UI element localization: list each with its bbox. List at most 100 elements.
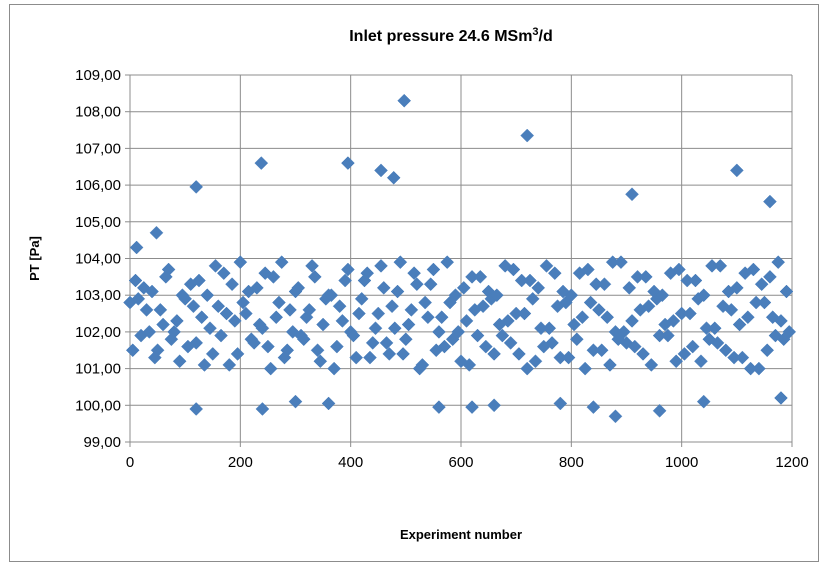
x-tick-label: 1000 <box>665 454 698 471</box>
data-point <box>128 273 143 288</box>
data-point <box>170 314 184 328</box>
data-point <box>539 258 554 273</box>
data-point <box>749 295 763 310</box>
data-point <box>164 332 179 347</box>
data-point <box>434 310 449 325</box>
data-point <box>142 325 157 339</box>
data-point <box>627 339 642 354</box>
data-point <box>252 317 267 332</box>
data-point <box>763 194 777 209</box>
data-point <box>305 258 319 273</box>
data-point <box>156 317 170 332</box>
data-point <box>655 288 670 303</box>
chart-title: Inlet pressure 24.6 MSm3/d <box>349 26 553 45</box>
data-point <box>473 269 488 284</box>
data-point <box>263 361 278 376</box>
y-tick-label: 100,00 <box>75 397 121 414</box>
data-point <box>386 170 401 185</box>
data-point <box>192 273 206 288</box>
y-tick-label: 99,00 <box>83 434 121 451</box>
data-point <box>175 288 190 303</box>
data-point <box>241 284 256 299</box>
data-point <box>186 299 201 314</box>
data-point <box>545 336 559 350</box>
data-point <box>661 328 675 343</box>
data-point <box>754 277 769 292</box>
data-point <box>694 354 708 369</box>
y-tick-labels: 99,00 100,00 101,00 102,00 103,00 104,00 105,0… <box>75 67 121 451</box>
data-point <box>575 310 590 325</box>
data-point <box>338 273 353 288</box>
data-point <box>672 262 686 277</box>
data-point <box>729 163 744 178</box>
data-point <box>666 314 681 328</box>
data-point <box>685 339 700 354</box>
x-tick-label: 400 <box>338 454 363 471</box>
data-point <box>669 354 684 369</box>
x-tick-label: 200 <box>228 454 253 471</box>
data-point <box>771 255 786 270</box>
data-point <box>520 128 535 143</box>
data-point <box>501 314 515 328</box>
data-point <box>567 317 581 332</box>
gridlines <box>129 74 793 443</box>
data-point <box>172 354 187 369</box>
chart-frame: 99,00 100,00 101,00 102,00 103,00 104,00 105,0… <box>9 4 819 562</box>
data-point <box>371 306 386 321</box>
data-point <box>283 303 297 317</box>
data-point <box>285 325 300 339</box>
data-point <box>456 281 471 295</box>
x-tick-labels: 0 200 400 600 800 1000 1200 <box>126 454 809 471</box>
data-point <box>718 343 733 358</box>
data-point <box>594 343 609 358</box>
data-point <box>520 361 535 376</box>
data-point <box>608 409 623 424</box>
data-point <box>465 400 479 414</box>
data-point <box>354 292 369 306</box>
data-point <box>487 398 501 413</box>
data-point <box>699 321 714 336</box>
data-point <box>396 347 410 361</box>
data-point <box>147 350 162 365</box>
data-point <box>603 358 617 372</box>
chart-title-main: Inlet pressure 24.6 MSm <box>349 28 532 45</box>
data-point <box>578 361 592 376</box>
data-point <box>487 347 501 361</box>
data-point <box>316 317 330 332</box>
data-point <box>426 262 441 277</box>
data-point <box>589 277 604 292</box>
data-point <box>421 310 435 325</box>
data-point <box>738 266 752 281</box>
data-point <box>553 396 568 411</box>
data-point <box>349 350 364 365</box>
data-point <box>705 258 719 273</box>
data-point <box>269 310 284 325</box>
data-point <box>194 310 209 325</box>
y-tick-label: 102,00 <box>75 324 121 341</box>
x-tick-label: 1200 <box>775 454 808 471</box>
chart-title-superscript: 3 <box>532 26 538 38</box>
data-point <box>523 273 537 288</box>
data-point <box>247 336 261 350</box>
data-point <box>586 400 601 414</box>
data-point <box>385 299 399 314</box>
data-point <box>238 306 253 321</box>
data-point <box>255 402 270 416</box>
data-point <box>233 255 248 270</box>
data-point <box>374 163 388 178</box>
data-point <box>302 303 317 317</box>
data-point <box>763 269 777 284</box>
y-tick-label: 107,00 <box>75 140 121 157</box>
data-point <box>572 266 587 281</box>
data-point <box>432 325 446 339</box>
data-point <box>440 255 455 270</box>
data-point <box>525 292 540 306</box>
x-axis-title: Experiment number <box>400 527 522 542</box>
data-point <box>216 266 231 281</box>
data-point <box>760 343 775 358</box>
data-point <box>393 255 408 270</box>
data-point <box>307 269 322 284</box>
data-point <box>327 361 341 376</box>
data-point <box>429 343 444 358</box>
data-point <box>644 358 659 372</box>
